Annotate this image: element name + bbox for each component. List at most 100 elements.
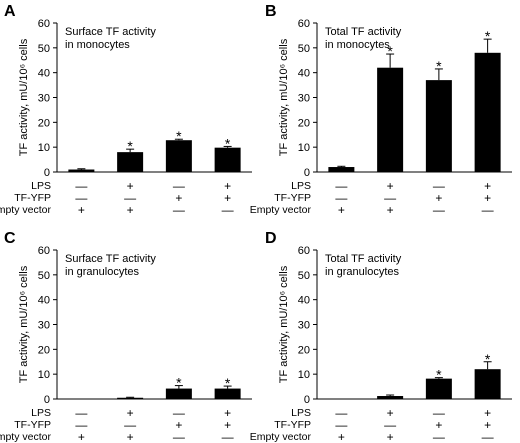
y-tick-label: 0: [44, 167, 50, 179]
condition-sign: —: [124, 191, 136, 205]
panel-title-line: Surface TF activity: [65, 253, 156, 265]
condition-sign: +: [484, 418, 491, 432]
y-tick-label: 50: [38, 270, 50, 282]
condition-sign: +: [484, 191, 491, 205]
y-tick-label: 20: [38, 344, 50, 356]
panel-title-line: Total TF activity: [325, 253, 402, 265]
condition-sign: —: [433, 203, 445, 217]
significance-marker: *: [225, 375, 231, 391]
bar: [328, 167, 355, 172]
y-tick-label: 60: [298, 18, 310, 30]
bar: [425, 378, 452, 399]
condition-sign: —: [335, 179, 347, 193]
significance-marker: *: [127, 138, 133, 154]
condition-sign: +: [338, 203, 345, 217]
condition-sign: —: [482, 203, 494, 217]
significance-marker: *: [176, 375, 182, 391]
condition-sign: +: [224, 418, 231, 432]
y-tick-label: 20: [298, 344, 310, 356]
condition-sign: —: [173, 179, 185, 193]
condition-sign: +: [224, 179, 231, 193]
panel-letter: B: [265, 3, 277, 20]
condition-sign: —: [433, 406, 445, 420]
condition-sign: —: [384, 418, 396, 432]
y-tick-label: 60: [38, 245, 50, 257]
condition-sign: +: [224, 406, 231, 420]
condition-sign: +: [127, 406, 134, 420]
condition-sign: —: [173, 203, 185, 217]
bar: [165, 388, 192, 399]
condition-sign: —: [222, 203, 234, 217]
condition-sign: +: [78, 203, 85, 217]
y-tick-label: 40: [298, 295, 310, 307]
y-tick-label: 10: [298, 369, 310, 381]
panel-title-line: in granulocytes: [325, 266, 399, 278]
y-axis-label: TF activity, mU/10⁶ cells: [278, 38, 290, 156]
bar: [214, 147, 241, 172]
condition-sign: —: [384, 191, 396, 205]
panel-title-line: in monocytes: [325, 39, 390, 51]
condition-sign: +: [435, 418, 442, 432]
condition-sign: +: [338, 430, 345, 443]
condition-sign: +: [127, 203, 134, 217]
condition-sign: +: [387, 179, 394, 193]
condition-sign: —: [433, 179, 445, 193]
condition-sign: +: [175, 191, 182, 205]
condition-sign: —: [222, 430, 234, 443]
y-tick-label: 30: [38, 320, 50, 332]
y-tick-label: 40: [38, 295, 50, 307]
condition-sign: +: [484, 179, 491, 193]
condition-sign: +: [127, 430, 134, 443]
panel-title-line: Surface TF activity: [65, 26, 156, 38]
condition-label: Empty vector: [250, 204, 312, 216]
panel-letter: A: [4, 3, 16, 20]
panel-letter: D: [265, 230, 277, 247]
condition-label: TF-YFP: [274, 419, 311, 431]
significance-marker: *: [176, 128, 182, 144]
panel-letter: C: [4, 230, 16, 247]
condition-sign: —: [75, 406, 87, 420]
condition-sign: —: [335, 418, 347, 432]
condition-sign: +: [224, 191, 231, 205]
bar: [425, 80, 452, 172]
bar: [165, 140, 192, 172]
y-tick-label: 50: [38, 43, 50, 55]
condition-sign: —: [75, 179, 87, 193]
y-tick-label: 60: [298, 245, 310, 257]
condition-sign: —: [433, 430, 445, 443]
panel-title-line: Total TF activity: [325, 26, 402, 38]
y-tick-label: 10: [38, 369, 50, 381]
condition-label: TF-YFP: [274, 192, 311, 204]
y-tick-label: 50: [298, 43, 310, 55]
bar: [377, 396, 404, 399]
condition-sign: —: [335, 191, 347, 205]
y-tick-label: 0: [304, 167, 310, 179]
y-tick-label: 20: [38, 117, 50, 129]
bar: [68, 169, 95, 172]
bar: [117, 152, 144, 172]
y-tick-label: 0: [44, 394, 50, 406]
significance-marker: *: [436, 367, 442, 383]
condition-label: Empty vector: [250, 431, 312, 443]
y-axis-label: TF activity, mU/10⁶ cells: [18, 38, 30, 156]
condition-sign: +: [435, 191, 442, 205]
condition-sign: —: [335, 406, 347, 420]
y-tick-label: 30: [298, 93, 310, 105]
y-tick-label: 50: [298, 270, 310, 282]
condition-label: Empty vector: [0, 431, 51, 443]
condition-sign: +: [387, 430, 394, 443]
condition-sign: —: [75, 191, 87, 205]
y-tick-label: 10: [38, 142, 50, 154]
condition-label: LPS: [291, 407, 311, 419]
condition-label: LPS: [31, 180, 51, 192]
condition-sign: —: [75, 418, 87, 432]
bar: [474, 369, 501, 399]
significance-marker: *: [225, 135, 231, 151]
condition-sign: +: [387, 406, 394, 420]
condition-sign: —: [482, 430, 494, 443]
